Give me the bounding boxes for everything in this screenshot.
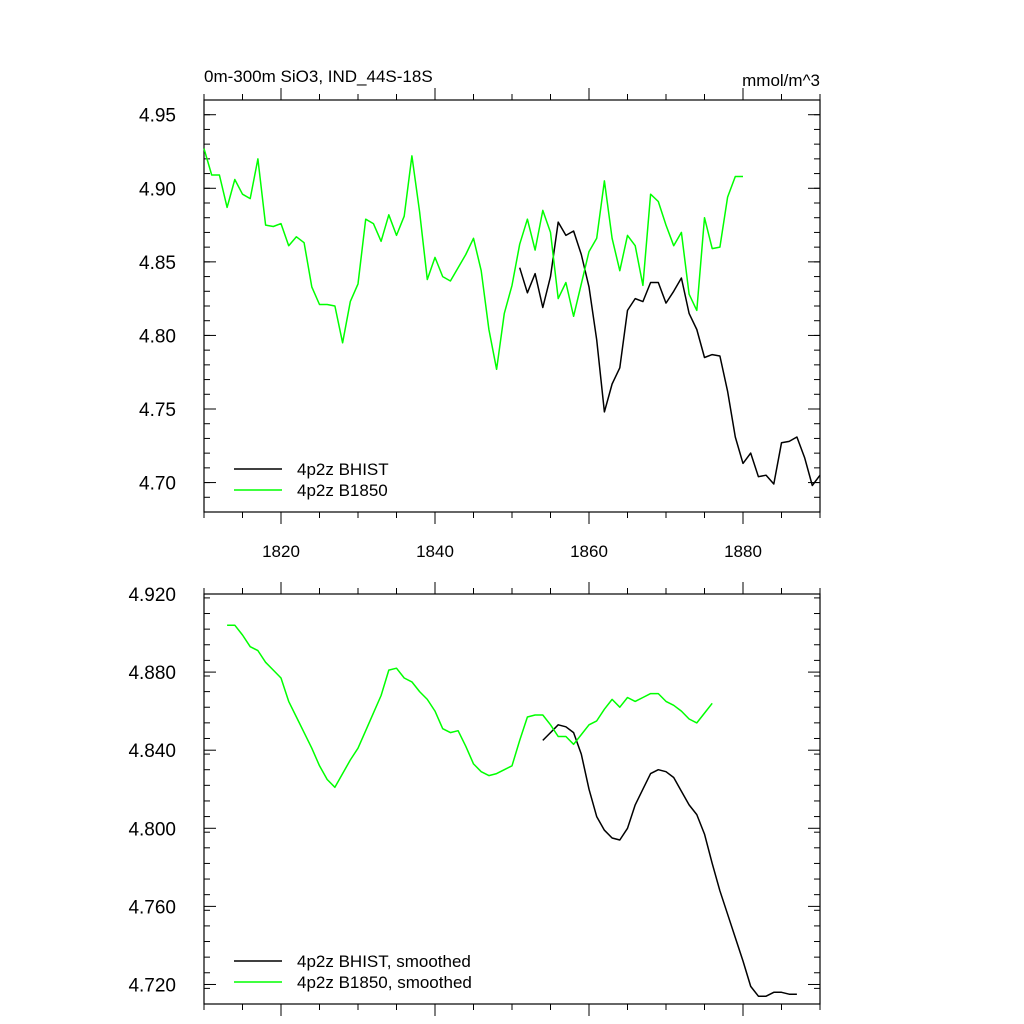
y-tick-label: 4.80 [139,326,176,347]
y-tick-label: 4.70 [139,474,176,495]
x-tick-label: 1820 [262,542,300,561]
bottom-legend: 4p2z BHIST, smoothed 4p2z B1850, smoothe… [234,952,472,992]
legend-label-bhist-smoothed: 4p2z BHIST, smoothed [297,952,471,971]
bottom-series-lines [227,624,797,997]
y-tick-label: 4.95 [139,106,176,127]
bottom-y-tick-labels: 4.720 4.760 4.800 4.840 4.880 4.920 [128,585,176,996]
top-axis-ticks [203,88,821,524]
y-tick-label: 4.90 [139,179,176,200]
series-line-b1850 [227,624,713,789]
units-label: mmol/m^3 [742,71,820,90]
legend-label-bhist: 4p2z BHIST [297,460,389,479]
bottom-panel: 4.720 4.760 4.800 4.840 4.880 4.920 4p2z BHIS… [128,582,821,1016]
top-y-tick-labels: 4.70 4.75 4.80 4.85 4.90 4.95 [139,106,176,495]
top-plot-frame [203,99,821,513]
y-tick-label: 4.85 [139,253,176,274]
legend-label-b1850-smoothed: 4p2z B1850, smoothed [297,973,472,992]
x-tick-label: 1860 [570,542,608,561]
legend-label-b1850: 4p2z B1850 [297,481,388,500]
bottom-plot-frame [203,593,821,1005]
series-line-bhist [542,724,797,997]
top-x-tick-labels: 1820 1840 1860 1880 [262,542,762,561]
series-line-b1850 [203,148,743,371]
top-legend: 4p2z BHIST 4p2z B1850 [234,460,389,500]
y-tick-label: 4.920 [128,585,176,606]
bottom-axis-ticks [203,582,821,1016]
y-tick-label: 4.840 [128,741,176,762]
x-tick-label: 1840 [416,542,454,561]
y-tick-label: 4.760 [128,897,176,918]
y-tick-label: 4.800 [128,819,176,840]
top-series-lines [203,148,821,487]
x-tick-label: 1880 [724,542,762,561]
chart-title: 0m-300m SiO3, IND_44S-18S [204,67,433,86]
y-tick-label: 4.720 [128,975,176,996]
top-panel: 0m-300m SiO3, IND_44S-18S mmol/m^3 4.704… [139,67,821,561]
y-tick-label: 4.880 [128,663,176,684]
series-line-bhist [518,221,821,487]
y-tick-label: 4.75 [139,400,176,421]
